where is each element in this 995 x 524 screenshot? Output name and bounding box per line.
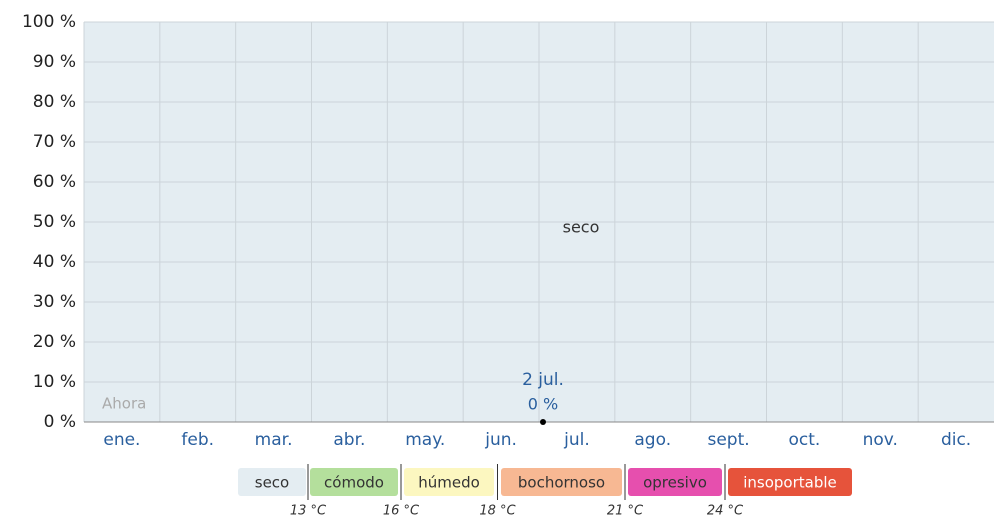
x-tick-label: feb.: [181, 430, 214, 450]
x-tick-label: may.: [405, 430, 445, 450]
legend-label: bochornoso: [518, 474, 605, 492]
legend-swatch: [310, 468, 398, 496]
threshold-label: 16 °C: [383, 504, 420, 519]
annotation-value: 0 %: [528, 395, 558, 414]
threshold-label: 24 °C: [707, 504, 744, 519]
threshold-label: 18 °C: [479, 504, 516, 519]
y-tick-label: 0 %: [44, 412, 76, 432]
y-tick-label: 70 %: [33, 132, 76, 152]
legend-label: insoportable: [743, 474, 837, 492]
x-tick-label: abr.: [333, 430, 365, 450]
y-tick-label: 100 %: [22, 12, 76, 32]
x-tick-label: ene.: [103, 430, 140, 450]
threshold-label: 13 °C: [290, 504, 327, 519]
threshold-label: 21 °C: [607, 504, 644, 519]
x-tick-label: jun.: [484, 430, 517, 450]
annotation-point: [540, 419, 546, 425]
now-label: Ahora: [102, 395, 146, 413]
y-tick-label: 90 %: [33, 52, 76, 72]
y-tick-label: 80 %: [33, 92, 76, 112]
legend-swatch: [501, 468, 622, 496]
legend-label: seco: [255, 474, 289, 492]
y-tick-label: 60 %: [33, 172, 76, 192]
legend-label: opresivo: [643, 474, 707, 492]
y-tick-label: 10 %: [33, 372, 76, 392]
x-tick-label: ago.: [634, 430, 671, 450]
x-tick-label: nov.: [863, 430, 898, 450]
x-tick-label: mar.: [255, 430, 293, 450]
x-tick-label: sept.: [707, 430, 749, 450]
y-tick-label: 30 %: [33, 292, 76, 312]
y-tick-label: 50 %: [33, 212, 76, 232]
y-tick-label: 20 %: [33, 332, 76, 352]
legend-swatch: [628, 468, 722, 496]
x-tick-label: dic.: [941, 430, 971, 450]
legend-label: cómodo: [324, 474, 384, 492]
y-tick-label: 40 %: [33, 252, 76, 272]
annotation-label: 2 jul.: [522, 370, 564, 390]
legend-swatch: [238, 468, 306, 496]
legend-swatch: [728, 468, 852, 496]
x-tick-label: oct.: [789, 430, 821, 450]
area-label: seco: [563, 218, 600, 237]
x-tick-label: jul.: [563, 430, 590, 450]
legend-label: húmedo: [418, 474, 480, 492]
legend-swatch: [404, 468, 494, 496]
